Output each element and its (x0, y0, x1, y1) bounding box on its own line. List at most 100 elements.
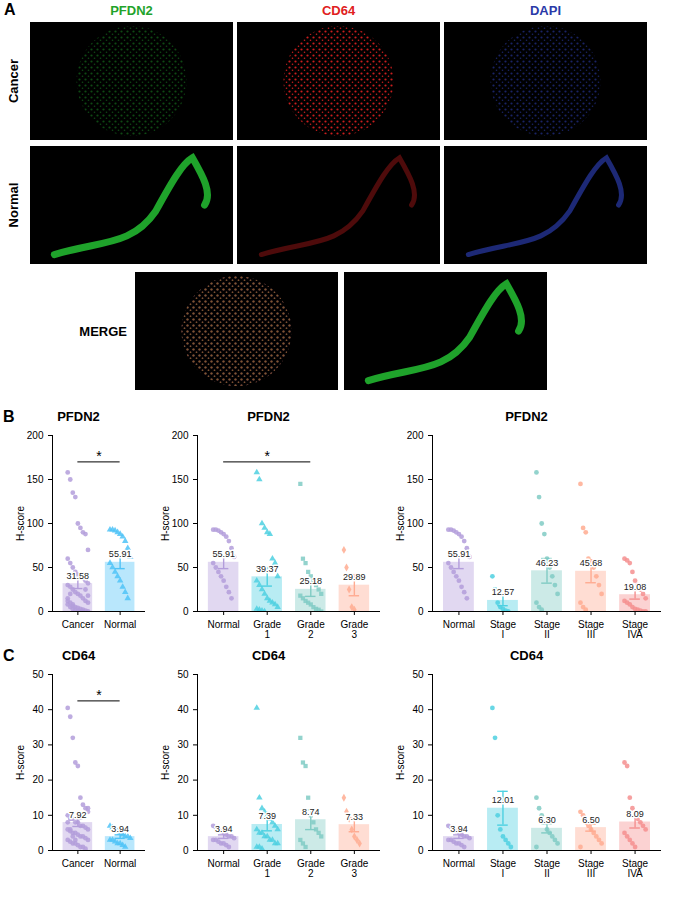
svg-text:StageIII: StageIII (578, 858, 605, 879)
svg-text:3.94: 3.94 (450, 824, 468, 834)
svg-text:6.30: 6.30 (538, 815, 556, 825)
html-text:PFDN2: PFDN2 (57, 409, 100, 424)
svg-text:20: 20 (32, 774, 44, 785)
svg-text:8.74: 8.74 (302, 807, 320, 817)
svg-text:Grade2: Grade2 (297, 619, 325, 640)
svg-text:100: 100 (172, 518, 189, 529)
svg-text:Normal: Normal (104, 858, 136, 869)
svg-text:StageI: StageI (490, 858, 517, 879)
svg-text:Grade1: Grade1 (253, 619, 281, 640)
svg-text:40: 40 (32, 704, 44, 715)
svg-text:7.92: 7.92 (69, 810, 87, 820)
svg-text:StageII: StageII (534, 619, 561, 640)
svg-text:CD64: CD64 (322, 3, 356, 18)
svg-text:Cancer: Cancer (6, 59, 21, 103)
svg-text:7.33: 7.33 (346, 812, 364, 822)
svg-text:55.91: 55.91 (109, 549, 132, 559)
svg-text:12.01: 12.01 (492, 795, 515, 805)
svg-text:30: 30 (32, 739, 44, 750)
svg-text:*: * (96, 687, 102, 703)
svg-text:*: * (96, 448, 102, 464)
svg-text:StageIVA: StageIVA (622, 619, 649, 640)
svg-text:PFDN2: PFDN2 (110, 3, 153, 18)
svg-text:Normal: Normal (6, 183, 21, 228)
svg-text:10: 10 (32, 810, 44, 821)
svg-text:55.91: 55.91 (448, 549, 471, 559)
svg-text:19.08: 19.08 (624, 582, 647, 592)
svg-text:Normal: Normal (208, 619, 240, 630)
svg-text:7.39: 7.39 (258, 811, 276, 821)
svg-text:25.18: 25.18 (300, 576, 323, 586)
svg-text:Normal: Normal (443, 619, 475, 630)
svg-text:Normal: Normal (104, 619, 136, 630)
svg-text:50: 50 (177, 562, 189, 573)
svg-text:55.91: 55.91 (212, 549, 235, 559)
svg-text:200: 200 (27, 430, 44, 441)
svg-text:0: 0 (183, 606, 189, 617)
svg-text:MERGE: MERGE (79, 324, 127, 339)
svg-text:H-score: H-score (15, 506, 26, 541)
html-text:CD64: CD64 (61, 648, 96, 663)
svg-text:100: 100 (27, 518, 44, 529)
svg-text:50: 50 (412, 562, 424, 573)
svg-text:StageIII: StageIII (578, 619, 605, 640)
svg-text:H-score: H-score (395, 506, 406, 541)
svg-text:12.57: 12.57 (492, 587, 515, 597)
svg-text:50: 50 (32, 669, 44, 680)
html-text:B: B (3, 408, 15, 425)
svg-text:0: 0 (183, 845, 189, 856)
svg-text:Grade3: Grade3 (340, 619, 368, 640)
svg-text:Cancer: Cancer (62, 619, 95, 630)
svg-text:Normal: Normal (443, 858, 475, 869)
svg-text:6.50: 6.50 (582, 815, 600, 825)
svg-text:200: 200 (407, 430, 424, 441)
svg-text:150: 150 (27, 474, 44, 485)
svg-text:StageII: StageII (534, 858, 561, 879)
svg-text:0: 0 (418, 606, 424, 617)
svg-text:50: 50 (412, 669, 424, 680)
svg-text:H-score: H-score (15, 745, 26, 780)
svg-text:StageI: StageI (490, 619, 517, 640)
svg-text:0: 0 (418, 845, 424, 856)
svg-text:10: 10 (412, 810, 424, 821)
svg-text:50: 50 (177, 669, 189, 680)
html-text:CD64: CD64 (509, 648, 544, 663)
svg-text:50: 50 (32, 562, 44, 573)
svg-text:45.68: 45.68 (580, 558, 603, 568)
svg-text:200: 200 (172, 430, 189, 441)
svg-text:100: 100 (407, 518, 424, 529)
svg-text:H-score: H-score (395, 745, 406, 780)
svg-text:Grade1: Grade1 (253, 858, 281, 879)
svg-text:3.94: 3.94 (215, 824, 233, 834)
svg-text:Grade3: Grade3 (340, 858, 368, 879)
svg-text:46.23: 46.23 (536, 558, 559, 568)
html-text:CD64: CD64 (251, 648, 286, 663)
html-text:PFDN2: PFDN2 (247, 409, 290, 424)
svg-text:39.37: 39.37 (256, 564, 279, 574)
svg-text:H-score: H-score (160, 506, 171, 541)
svg-text:3.94: 3.94 (111, 824, 129, 834)
svg-text:Grade2: Grade2 (297, 858, 325, 879)
svg-text:40: 40 (412, 704, 424, 715)
svg-text:150: 150 (407, 474, 424, 485)
svg-text:Cancer: Cancer (62, 858, 95, 869)
svg-text:10: 10 (177, 810, 189, 821)
svg-text:30: 30 (177, 739, 189, 750)
svg-text:40: 40 (177, 704, 189, 715)
svg-text:*: * (264, 448, 270, 464)
svg-text:29.89: 29.89 (343, 572, 366, 582)
svg-text:30: 30 (412, 739, 424, 750)
svg-text:8.09: 8.09 (626, 809, 644, 819)
svg-text:20: 20 (412, 774, 424, 785)
svg-text:20: 20 (177, 774, 189, 785)
svg-text:31.58: 31.58 (67, 571, 90, 581)
svg-text:A: A (4, 1, 16, 18)
svg-text:150: 150 (172, 474, 189, 485)
svg-text:0: 0 (38, 845, 44, 856)
svg-text:StageIVA: StageIVA (622, 858, 649, 879)
svg-text:H-score: H-score (160, 745, 171, 780)
svg-text:DAPI: DAPI (530, 3, 561, 18)
svg-text:Normal: Normal (208, 858, 240, 869)
svg-text:0: 0 (38, 606, 44, 617)
html-text:PFDN2: PFDN2 (505, 409, 548, 424)
